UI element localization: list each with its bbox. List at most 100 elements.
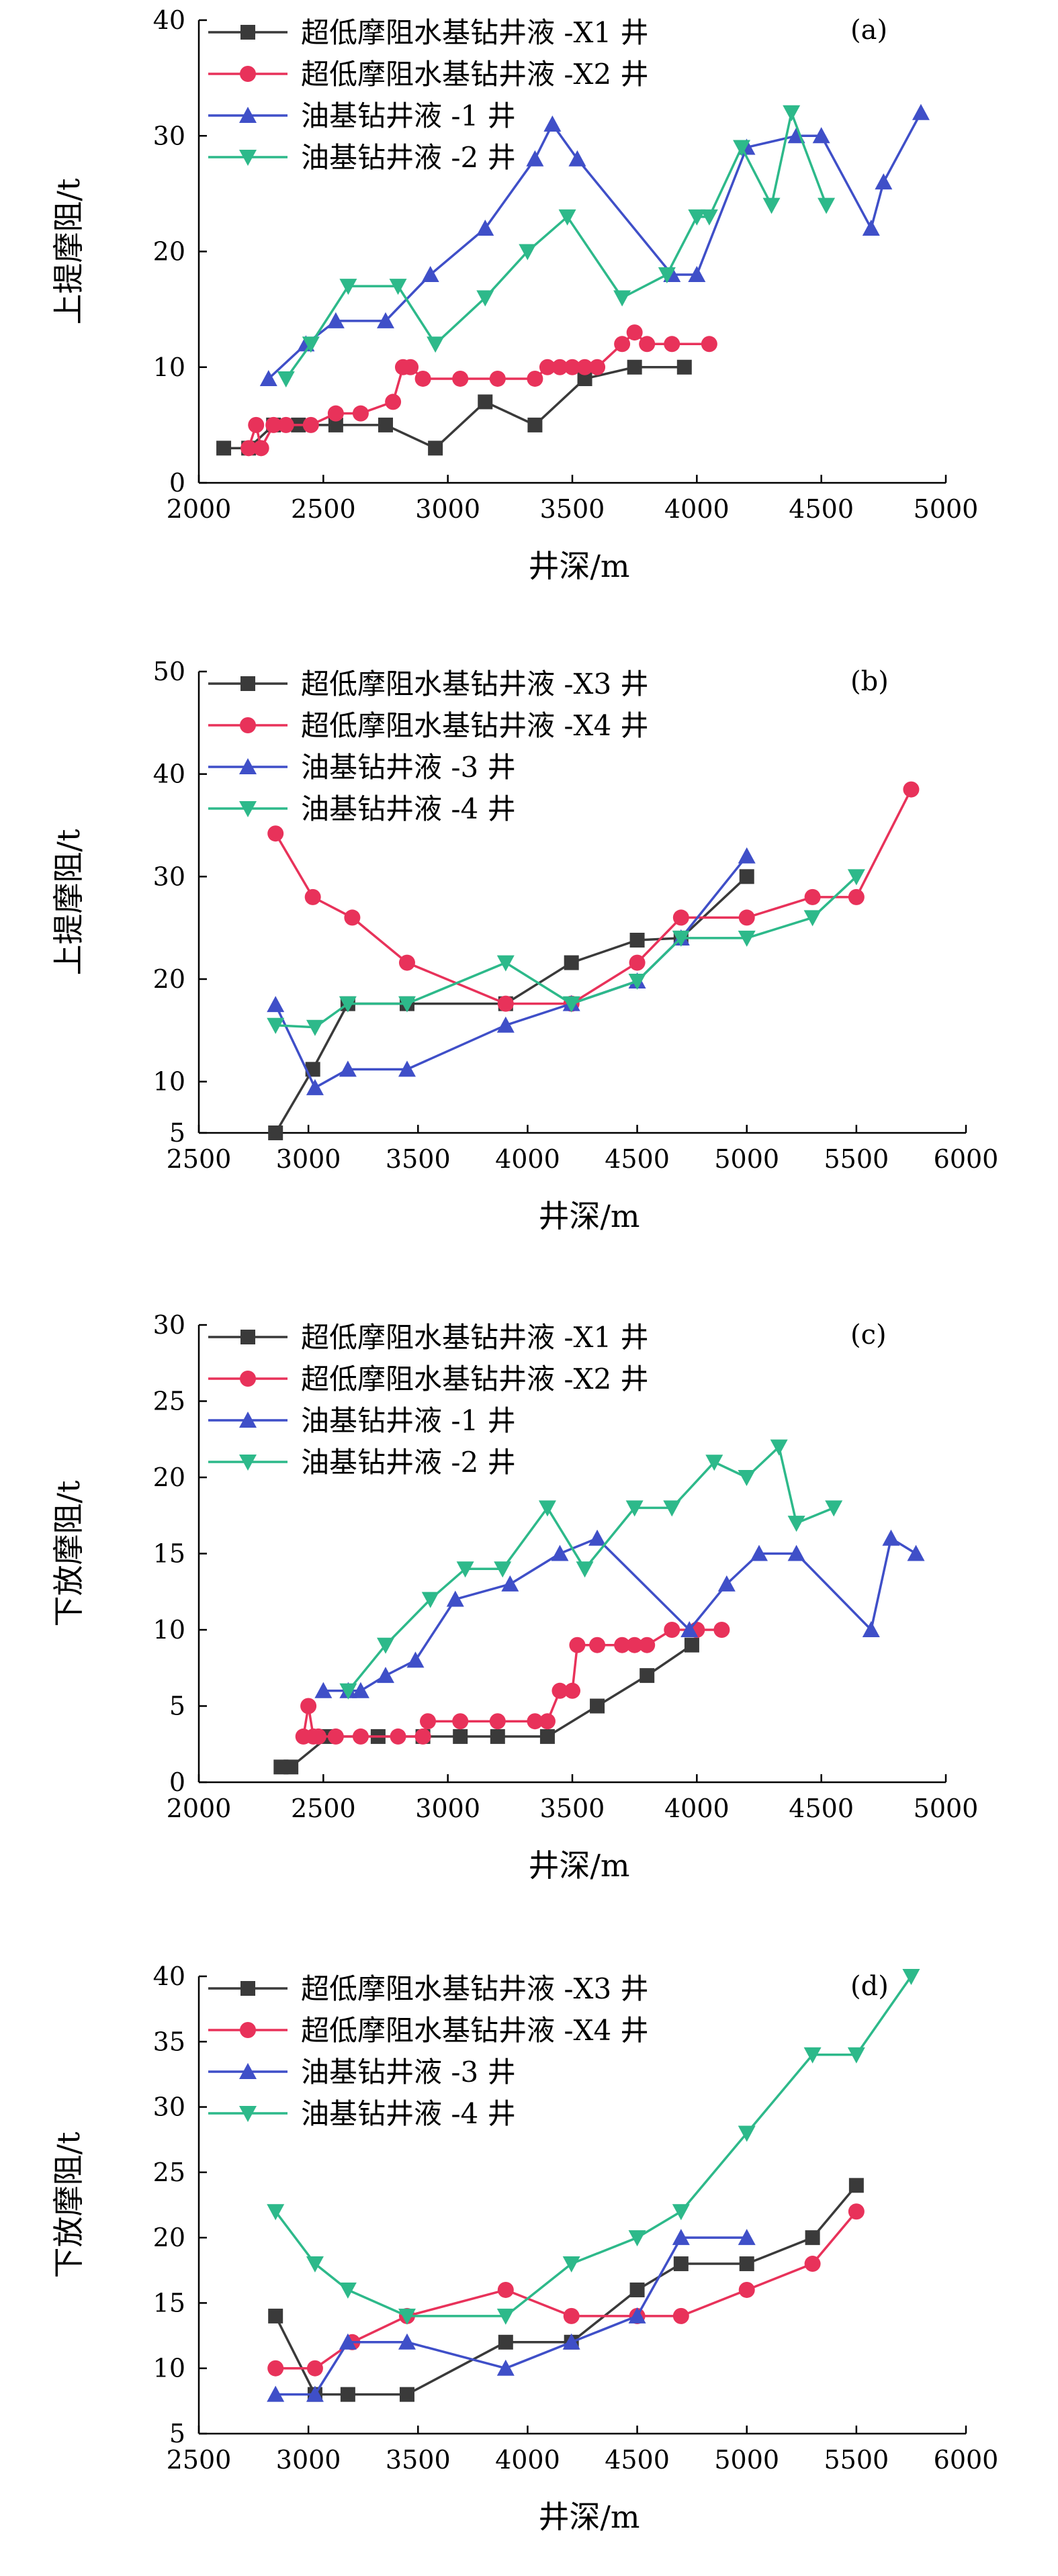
data-point [339, 279, 357, 295]
panel-label: (b) [850, 666, 889, 697]
data-point [421, 1592, 439, 1608]
x-tick-label: 4000 [495, 1144, 560, 1174]
data-point [684, 1637, 699, 1653]
data-point [875, 173, 893, 190]
x-axis-title: 井深/m [528, 1847, 629, 1884]
x-tick-label: 2500 [291, 1794, 356, 1823]
data-point [259, 369, 277, 386]
x-tick-label: 4000 [664, 1794, 730, 1823]
series-line [323, 1536, 917, 1692]
legend-swatch-marker [240, 25, 255, 40]
legend-label: 油基钻井液 -3 井 [301, 2056, 516, 2088]
y-tick-label: 15 [153, 2288, 185, 2317]
data-point [476, 290, 494, 307]
legend-swatch-marker [239, 150, 257, 166]
y-tick-label: 40 [153, 1962, 185, 1991]
data-point [478, 394, 493, 410]
data-point [713, 1622, 730, 1638]
data-point [804, 888, 821, 905]
series-1 [268, 2178, 864, 2402]
data-point [564, 1682, 580, 1699]
y-tick-label: 50 [153, 657, 185, 686]
data-point [456, 1561, 474, 1578]
y-tick-label: 30 [153, 121, 185, 150]
data-point [576, 1561, 594, 1578]
data-point [248, 416, 265, 433]
legend-swatch-marker [239, 1412, 257, 1428]
data-point [216, 441, 232, 456]
data-point [588, 1529, 607, 1546]
data-point [628, 974, 646, 991]
data-point [496, 2359, 515, 2376]
data-point [664, 336, 680, 353]
data-point [543, 116, 562, 132]
data-point [344, 909, 361, 926]
legend-label: 油基钻井液 -2 井 [301, 1446, 516, 1479]
data-point [267, 996, 285, 1013]
data-point [738, 909, 755, 926]
data-point [629, 2282, 645, 2297]
data-point [848, 2203, 865, 2220]
data-point [564, 955, 579, 970]
data-point [738, 2125, 756, 2142]
legend-label: 超低摩阻水基钻井液 -X3 井 [301, 668, 649, 700]
y-tick-label: 20 [153, 237, 185, 267]
legend-swatch-marker [239, 1455, 257, 1471]
data-point [558, 209, 576, 226]
legend-swatch-marker [239, 2106, 257, 2122]
data-point [402, 359, 419, 375]
y-tick-label: 15 [153, 1539, 185, 1569]
x-tick-label: 2500 [167, 1144, 232, 1174]
legend-swatch-marker [240, 1371, 256, 1387]
data-point [340, 2387, 355, 2402]
data-point [398, 954, 415, 971]
data-point [267, 1017, 285, 1034]
legend-swatch-marker [240, 2022, 256, 2038]
data-point [847, 2047, 865, 2064]
data-point [738, 930, 756, 947]
data-point [576, 359, 593, 375]
legend-label: 油基钻井液 -4 井 [301, 2097, 516, 2130]
x-tick-label: 3500 [386, 1144, 451, 1174]
data-point [672, 2229, 690, 2246]
data-point [563, 2307, 580, 2324]
data-point [672, 930, 690, 947]
data-point [672, 2307, 689, 2324]
data-point [569, 1637, 586, 1653]
data-point [625, 1500, 644, 1517]
data-point [240, 440, 257, 457]
data-point [385, 394, 402, 410]
data-point [527, 417, 543, 432]
y-tick-label: 5 [169, 2419, 185, 2448]
data-point [519, 244, 537, 261]
data-point [267, 2360, 284, 2377]
legend-swatch-marker [240, 717, 256, 733]
data-point [398, 1060, 416, 1077]
x-tick-label: 6000 [934, 2445, 999, 2475]
legend-label: 油基钻井液 -2 井 [301, 141, 516, 174]
data-point [562, 2333, 580, 2350]
data-point [629, 932, 645, 948]
series-3 [259, 103, 930, 386]
data-point [306, 2256, 324, 2273]
legend-label: 超低摩阻水基钻井液 -X2 井 [301, 1363, 649, 1395]
data-point [496, 1016, 515, 1033]
data-point [421, 265, 439, 282]
data-point [804, 2256, 821, 2272]
data-point [803, 2047, 822, 2064]
x-tick-label: 3500 [540, 1794, 605, 1823]
data-point [663, 1500, 681, 1517]
data-point [377, 1667, 394, 1684]
data-point [339, 2282, 357, 2299]
data-point [268, 2308, 283, 2324]
data-point [427, 336, 445, 353]
data-point [352, 1728, 369, 1745]
data-point [326, 312, 345, 328]
series-line [285, 108, 828, 379]
data-point [882, 1529, 900, 1546]
data-point [539, 1713, 556, 1730]
data-point [377, 1637, 394, 1654]
